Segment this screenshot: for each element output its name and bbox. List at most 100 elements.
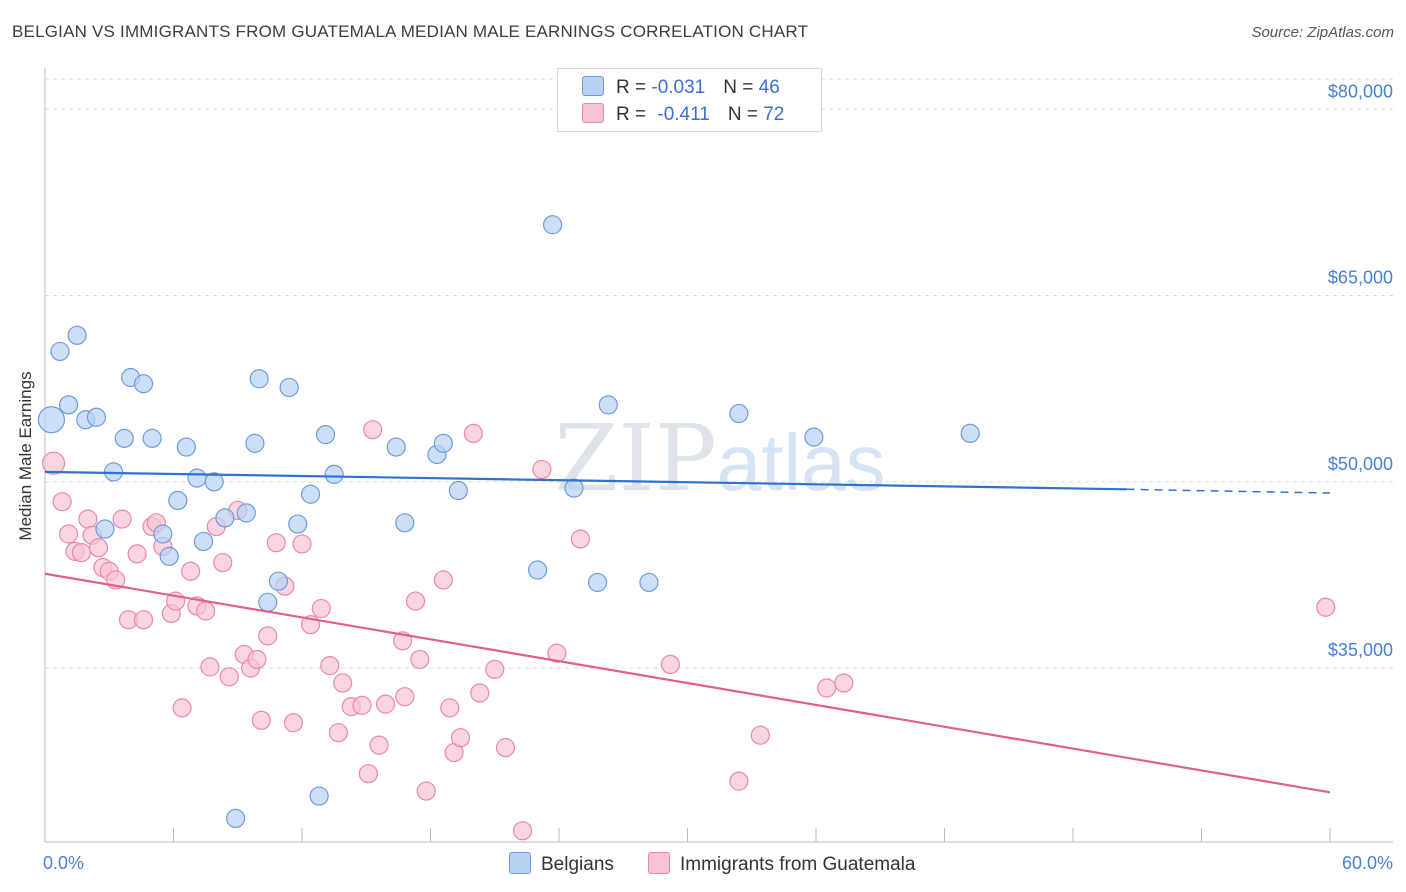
belgian-point <box>804 427 824 447</box>
belgian-point <box>300 484 321 504</box>
guatemala-point <box>410 649 430 670</box>
legend-swatch-blue <box>582 76 604 96</box>
belgian-point <box>236 503 256 523</box>
bottom-legend-swatch-pink <box>648 852 670 874</box>
guatemala-point <box>71 543 92 563</box>
x-tick-label-min: 0.0% <box>43 853 84 873</box>
belgian-point <box>204 472 224 492</box>
guatemala-point <box>495 738 516 758</box>
guatemala-point <box>729 771 749 791</box>
belgian-point <box>67 325 87 345</box>
legend-r-value: -0.411 <box>657 104 710 125</box>
guatemala-points <box>41 420 1336 841</box>
legend-n-value: 46 <box>758 77 780 98</box>
guatemala-point <box>219 667 239 687</box>
belgian-point <box>309 786 329 806</box>
guatemala-point <box>320 656 340 676</box>
guatemala-point <box>358 764 378 784</box>
guatemala-point <box>440 698 460 718</box>
bottom-legend-label: Immigrants from Guatemala <box>680 854 916 875</box>
guatemala-point <box>352 695 372 715</box>
guatemala-point <box>470 683 490 703</box>
belgian-point <box>168 490 188 511</box>
bottom-legend-guatemala: Immigrants from Guatemala <box>648 852 915 876</box>
legend-n-value: 72 <box>763 104 785 125</box>
belgian-point <box>288 514 308 534</box>
guatemala-point <box>251 710 271 730</box>
bottom-legend-belgians: Belgians <box>509 852 614 876</box>
belgian-point <box>153 524 173 544</box>
legend-row-guatemala: R = -0.411 N = 72 <box>582 103 784 126</box>
legend-r-value: -0.031 <box>651 77 706 98</box>
belgian-point <box>279 377 299 398</box>
guatemala-point <box>200 657 220 677</box>
belgian-point <box>268 571 289 591</box>
belgian-point <box>395 513 415 533</box>
belgian-point <box>215 508 235 528</box>
bottom-legend-swatch-blue <box>509 852 531 874</box>
guatemala-point <box>363 420 383 440</box>
guatemala-point <box>512 821 533 841</box>
trend-lines <box>44 470 1331 794</box>
guatemala-trend-line <box>44 572 1331 794</box>
belgian-point <box>187 468 207 488</box>
belgian-point <box>258 592 278 612</box>
belgian-point <box>433 433 453 453</box>
guatemala-point <box>41 451 66 475</box>
guatemala-point <box>433 570 453 590</box>
x-tick-label-max: 60.0% <box>1342 853 1393 873</box>
bottom-legend-label: Belgians <box>541 854 614 875</box>
guatemala-point <box>369 735 389 755</box>
belgian-point <box>193 531 214 552</box>
guatemala-point <box>547 643 567 663</box>
guatemala-point <box>292 534 312 554</box>
belgian-point <box>386 437 406 457</box>
guatemala-point <box>485 659 505 679</box>
guatemala-point <box>834 673 854 693</box>
belgian-point <box>587 572 608 593</box>
guatemala-point <box>416 781 436 801</box>
belgian-trend-extension <box>1126 488 1331 494</box>
y-tick-label: $35,000 <box>1328 640 1393 660</box>
guatemala-point <box>247 649 267 670</box>
guatemala-point <box>196 601 216 621</box>
belgian-point <box>527 560 548 580</box>
chart-title: BELGIAN VS IMMIGRANTS FROM GUATEMALA MED… <box>12 22 809 41</box>
guatemala-point <box>1316 597 1336 617</box>
y-tick-label: $50,000 <box>1328 454 1393 474</box>
guatemala-point <box>78 509 98 529</box>
belgian-point <box>95 519 115 539</box>
belgian-point <box>58 395 79 415</box>
watermark: ZIPatlas <box>554 405 885 512</box>
guatemala-point <box>266 533 286 553</box>
belgian-point <box>598 395 618 415</box>
source-label: Source: ZipAtlas.com <box>1251 24 1394 41</box>
belgian-trend-line <box>44 470 1127 491</box>
legend-r-label: R = <box>616 77 652 98</box>
guatemala-point <box>258 626 278 646</box>
guatemala-point <box>283 713 304 733</box>
guatemala-point <box>58 524 79 544</box>
guatemala-point <box>181 561 201 581</box>
belgian-point <box>324 464 344 484</box>
belgian-point <box>133 374 154 394</box>
guatemala-point <box>375 694 396 714</box>
correlation-legend: R = -0.031 N = 46 R = -0.411 N = 72 <box>557 68 822 132</box>
belgian-point <box>176 437 196 457</box>
belgian-point <box>114 428 134 448</box>
belgian-point <box>50 341 70 362</box>
guatemala-point <box>405 591 426 611</box>
axes <box>44 68 1393 843</box>
guatemala-point <box>750 725 770 745</box>
guatemala-point <box>133 610 154 630</box>
belgian-point <box>448 480 468 501</box>
guatemala-point <box>328 723 349 743</box>
y-tick-label: $65,000 <box>1328 268 1393 288</box>
y-tick-label: $80,000 <box>1328 81 1393 101</box>
guatemala-point <box>817 678 837 698</box>
guatemala-point <box>112 509 132 529</box>
belgian-point <box>245 433 265 453</box>
belgian-point <box>564 478 584 498</box>
guatemala-point <box>395 687 415 707</box>
